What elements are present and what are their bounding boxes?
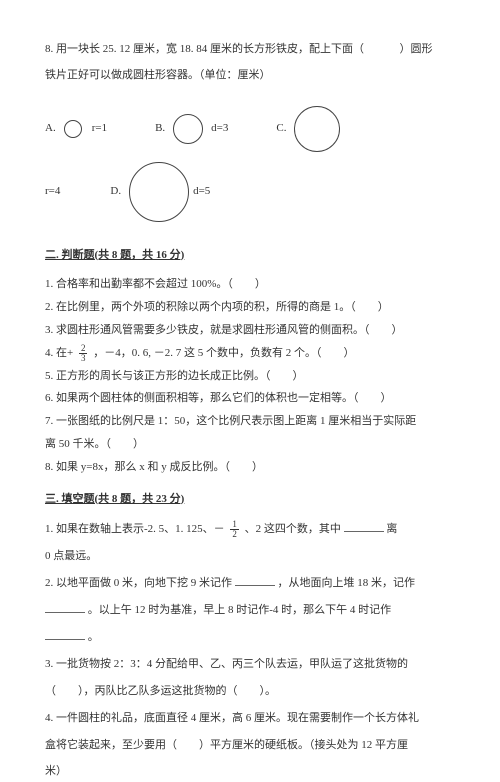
opt-c-val: r=4 (45, 182, 60, 202)
circle-b (173, 114, 203, 144)
s3-q1a: 1. 如果在数轴上表示-2. 5、1. 125、－ (45, 523, 225, 535)
s2-q7b: 离 50 千米。（ ） (45, 435, 455, 455)
blank (45, 601, 85, 613)
opt-a-label: A. (45, 119, 56, 139)
s2-q4b: ，－4，0. 6, －2. 7 这 5 个数中，负数有 2 个。（ ） (93, 347, 354, 359)
blank (235, 574, 275, 586)
opt-b-label: B. (155, 119, 165, 139)
s3-q2c: 。以上午 12 时为基准，早上 8 时记作-4 时，那么下午 4 时记作 (88, 604, 391, 616)
frac-d: 3 (79, 354, 88, 363)
s2-q7a: 7. 一张图纸的比例尺是 1：50，这个比例尺表示图上距离 1 厘米相当于实际距 (45, 412, 455, 432)
q8-line1b: ）圆形 (400, 43, 433, 55)
q8-line2: 铁片正好可以做成圆柱形容器。（单位：厘米） (45, 66, 455, 86)
opt-a-val: r=1 (92, 119, 107, 139)
circle-a (64, 120, 82, 138)
s3-q2-l2: 。以上午 12 时为基准，早上 8 时记作-4 时，那么下午 4 时记作 (45, 600, 455, 621)
s2-q4-frac: 2 3 (79, 344, 88, 363)
circle-d (129, 162, 189, 222)
s2-q6: 6. 如果两个圆柱体的侧面积相等，那么它们的体积也一定相等。（ ） (45, 389, 455, 409)
blank (344, 520, 384, 532)
frac-d: 2 (230, 530, 239, 539)
blank (45, 628, 85, 640)
s3-q3a: 3. 一批货物按 2：3：4 分配给甲、乙、丙三个队去运，甲队运了这批货物的 (45, 654, 455, 675)
s2-q4: 4. 在+ 2 3 ，－4，0. 6, －2. 7 这 5 个数中，负数有 2 … (45, 344, 455, 364)
section3-title: 三. 填空题(共 8 题，共 23 分) (45, 490, 455, 510)
opt-d-label: D. (110, 182, 121, 202)
q8-line1a: 8. 用一块长 25. 12 厘米，宽 18. 84 厘米的长方形铁皮，配上下面… (45, 43, 364, 55)
s3-q1c: 离 (386, 523, 397, 535)
opt-b-val: d=3 (211, 119, 228, 139)
s2-q3: 3. 求圆柱形通风管需要多少铁皮，就是求圆柱形通风管的侧面积。（ ） (45, 321, 455, 341)
s3-q1-frac: 1 2 (230, 520, 239, 539)
s2-q8: 8. 如果 y=8x，那么 x 和 y 成反比例。（ ） (45, 458, 455, 478)
section2-title: 二. 判断题(共 8 题，共 16 分) (45, 246, 455, 266)
s3-q3b: （ ），丙队比乙队多运这批货物的（ ）。 (45, 681, 455, 702)
q8-circles-row2: r=4 D. d=5 (45, 162, 455, 222)
s3-q2b: ，从地面向上堆 18 米，记作 (278, 577, 416, 589)
s3-q4c: 米） (45, 761, 455, 782)
s3-q2-l3: 。 (45, 627, 455, 648)
circle-c (294, 106, 340, 152)
s3-q2d: 。 (88, 631, 99, 643)
opt-d-val: d=5 (193, 182, 210, 202)
s2-q5: 5. 正方形的周长与该正方形的边长成正比例。（ ） (45, 367, 455, 387)
opt-c-label: C. (276, 119, 286, 139)
s3-q2a: 2. 以地平面做 0 米，向地下挖 9 米记作 (45, 577, 232, 589)
s3-q4a: 4. 一件圆柱的礼品，底面直径 4 厘米，高 6 厘米。现在需要制作一个长方体礼 (45, 708, 455, 729)
q8-circles-row1: A. r=1 B. d=3 C. (45, 106, 455, 152)
s3-q1: 1. 如果在数轴上表示-2. 5、1. 125、－ 1 2 、2 这四个数，其中… (45, 519, 455, 540)
s2-q4a: 4. 在+ (45, 347, 73, 359)
s3-q1d: 0 点最远。 (45, 546, 455, 567)
s3-q2: 2. 以地平面做 0 米，向地下挖 9 米记作 ，从地面向上堆 18 米，记作 (45, 573, 455, 594)
s2-q1: 1. 合格率和出勤率都不会超过 100%。（ ） (45, 275, 455, 295)
s3-q1b: 、2 这四个数，其中 (245, 523, 341, 535)
s2-q2: 2. 在比例里，两个外项的积除以两个内项的积，所得的商是 1。（ ） (45, 298, 455, 318)
s3-q4b: 盒将它装起来，至少要用（ ）平方厘米的硬纸板。（接头处为 12 平方厘 (45, 735, 455, 756)
